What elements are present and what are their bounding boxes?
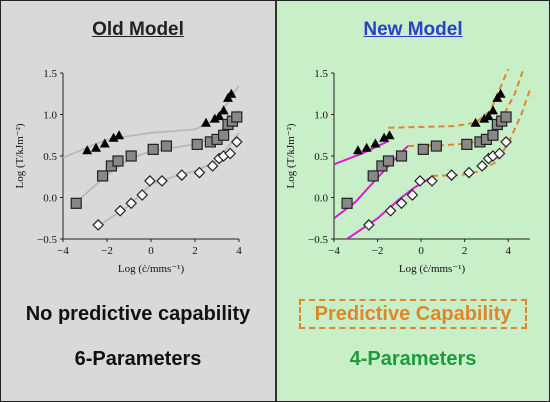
- diamond-point: [406, 189, 419, 201]
- new-model-parameters: 4-Parameters: [349, 348, 477, 370]
- x-tick-label: 2: [192, 245, 198, 257]
- old-model-chart: −4 −2 0 2 4 −0.5 0.0 0.5 1.0 1.5 Log (ċ/mms⁻¹) Log …: [14, 68, 243, 275]
- square-point: [341, 197, 353, 209]
- square-point: [147, 143, 159, 155]
- diamond-point: [445, 169, 458, 181]
- y-tick-label: 1.5: [43, 68, 57, 80]
- x-tick-label: −2: [101, 245, 113, 257]
- square-point: [500, 111, 512, 123]
- diamond-point: [384, 204, 397, 217]
- square-point: [70, 197, 82, 209]
- old-model-parameters: 6-Parameters: [74, 348, 202, 370]
- new-model-chart: −4 −2 0 2 4 −0.5 0.0 0.5 1.0 1.5 Log (ċ/mms⁻¹) Log …: [285, 68, 531, 275]
- triangle-point: [82, 145, 93, 155]
- y-tick-label: 0.0: [314, 193, 328, 205]
- diamond-point: [362, 219, 375, 231]
- triangle-point: [384, 130, 395, 140]
- x-tick-label: 2: [462, 245, 468, 257]
- triangle-point: [226, 88, 237, 98]
- diamond-point: [476, 160, 488, 172]
- triangle-point: [495, 88, 506, 98]
- old-model-panel: Old Model −4 −2 0 2 4 −0.5 0.0 0.5 1.0 1.5 Log (ċ/…: [1, 1, 277, 401]
- y-tick-label: −0.5: [308, 234, 328, 246]
- x-axis-label: Log (ċ/mms⁻¹): [399, 263, 466, 275]
- new-model-heading: New Model: [363, 19, 463, 40]
- triangle-point: [108, 132, 119, 142]
- triangle-point: [470, 117, 481, 127]
- triangle-point: [479, 113, 490, 123]
- y-axis-label: Log (T/kJm⁻²): [285, 123, 297, 188]
- square-point: [160, 140, 172, 152]
- triangle-point: [379, 132, 390, 142]
- diamond-point: [493, 147, 506, 160]
- y-tick-label: 1.0: [314, 110, 328, 122]
- diamond-point: [175, 169, 188, 181]
- fit-curve-dashed-orange: [431, 89, 531, 177]
- square-point: [417, 143, 429, 155]
- diamond-point: [426, 175, 438, 187]
- old-model-heading: Old Model: [92, 19, 184, 40]
- diamond-point: [206, 160, 219, 172]
- square-point: [112, 155, 124, 167]
- triangle-point: [99, 138, 110, 148]
- diamond-point: [463, 166, 475, 179]
- y-tick-label: 0.0: [43, 193, 57, 205]
- y-tick-label: 0.5: [43, 151, 57, 163]
- square-point: [367, 170, 379, 182]
- y-tick-label: 1.5: [314, 68, 328, 80]
- diamond-point: [92, 219, 105, 231]
- square-point: [382, 155, 395, 167]
- square-point: [461, 138, 473, 150]
- square-point: [395, 150, 408, 162]
- triangle-point: [209, 113, 220, 123]
- square-point: [231, 111, 243, 123]
- fit-curve-solid-grey: [73, 109, 240, 205]
- diamond-point: [395, 197, 408, 210]
- fit-curve-dashed-orange: [407, 69, 525, 147]
- y-tick-label: 1.0: [43, 110, 57, 122]
- predictive-capability-box: [299, 299, 527, 329]
- triangle-point: [218, 105, 229, 115]
- y-tick-label: −0.5: [37, 234, 57, 246]
- x-tick-label: −2: [372, 245, 384, 257]
- diamond-point: [144, 175, 156, 187]
- x-tick-label: −4: [57, 245, 69, 257]
- x-tick-label: 4: [505, 245, 511, 257]
- square-point: [125, 150, 137, 162]
- new-model-capability: Predictive Capability: [314, 303, 512, 325]
- diamond-point: [136, 189, 149, 201]
- square-point: [487, 129, 499, 141]
- square-point: [191, 138, 203, 150]
- fit-curve-dashed-orange: [388, 69, 510, 129]
- triangle-point: [370, 138, 381, 148]
- triangle-point: [91, 142, 101, 152]
- triangle-point: [352, 145, 363, 155]
- triangle-point: [483, 111, 494, 121]
- square-point: [96, 170, 109, 182]
- x-tick-label: −4: [328, 245, 340, 257]
- x-axis-label: Log (ċ/mms⁻¹): [118, 263, 185, 275]
- diamond-point: [414, 175, 426, 187]
- diamond-point: [193, 166, 206, 179]
- diamond-point: [125, 197, 138, 210]
- square-point: [430, 140, 442, 152]
- triangle-point: [201, 117, 211, 127]
- square-point: [218, 129, 230, 141]
- new-model-panel: New Model −4 −2 0 2 4 −0.5 0.0 0.5 1.0 1.5 Log (ċ/…: [277, 1, 549, 401]
- diamond-point: [224, 147, 237, 160]
- y-tick-label: 0.5: [314, 151, 328, 163]
- triangle-point: [361, 142, 372, 152]
- triangle-point: [114, 130, 125, 140]
- diamond-point: [114, 204, 127, 217]
- diamond-point: [156, 175, 168, 187]
- x-tick-label: 0: [148, 245, 154, 257]
- old-model-capability: No predictive capability: [25, 303, 251, 325]
- diamond-point: [500, 136, 512, 148]
- diamond-point: [230, 136, 243, 148]
- triangle-point: [214, 111, 225, 121]
- x-tick-label: 4: [236, 245, 242, 257]
- triangle-point: [487, 105, 498, 115]
- y-axis-label: Log (T/kJm⁻²): [14, 123, 26, 188]
- x-tick-label: 0: [418, 245, 424, 257]
